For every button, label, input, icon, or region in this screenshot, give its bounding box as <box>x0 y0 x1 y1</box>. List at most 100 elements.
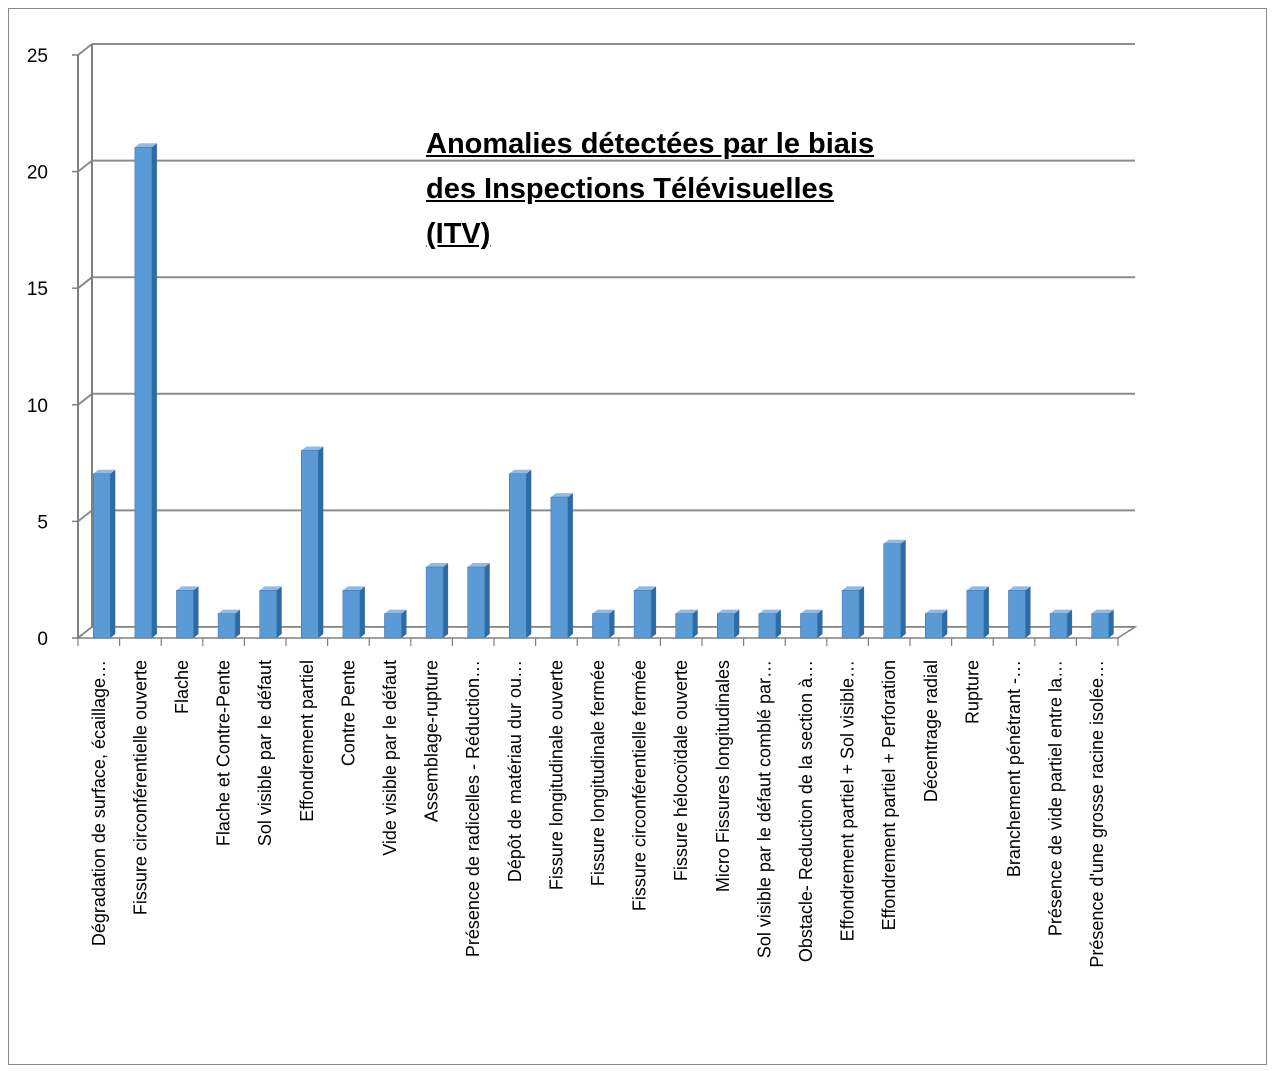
bar-top <box>1008 586 1031 591</box>
x-category-label: Assemblage-rupture <box>422 660 442 822</box>
bar-side <box>401 609 407 638</box>
x-category-label: Fissure circonférentielle ouverte <box>130 660 150 915</box>
x-category-label: Flache <box>172 660 192 714</box>
bar-top <box>342 586 365 591</box>
bar-1 <box>93 473 111 639</box>
x-category-label: Présence d'une grosse racine isolée… <box>1087 660 1107 968</box>
x-category-label: Dégradation de surface, écaillage… <box>89 660 109 946</box>
x-category-label: Effondrement partiel + Perforation <box>879 660 899 930</box>
y-tick-label: 25 <box>27 46 48 67</box>
gridline-diagonal-25 <box>77 43 93 56</box>
x-category-label: Effondrement partiel <box>297 660 317 822</box>
x-category-label: Rupture <box>962 660 982 724</box>
bar-side <box>651 586 657 638</box>
x-category-label: Obstacle- Reduction de la section à… <box>796 660 816 962</box>
bar-15 <box>675 613 694 639</box>
bar-side <box>359 586 365 638</box>
bar-3 <box>176 590 194 639</box>
bar-side <box>692 609 698 638</box>
bar-10 <box>467 566 486 639</box>
bar-18 <box>800 613 818 639</box>
gridline-diagonal-5 <box>77 509 93 523</box>
bar-22 <box>966 590 985 639</box>
bar-side <box>526 469 532 638</box>
x-category-label: Décentrage radial <box>921 660 941 802</box>
bar-side <box>318 446 324 638</box>
bar-8 <box>384 613 402 639</box>
bar-top <box>384 609 407 614</box>
x-category-label: Sol visible par le défaut <box>255 660 275 846</box>
bar-side <box>609 609 615 638</box>
bar-4 <box>217 613 236 639</box>
bar-top <box>592 609 615 614</box>
bar-14 <box>633 590 652 639</box>
bar-24 <box>1049 613 1068 639</box>
y-tick-label: 10 <box>27 396 48 417</box>
bar-23 <box>1008 590 1026 639</box>
gridline-diagonal-20 <box>77 159 93 173</box>
bar-top <box>550 493 573 498</box>
bar-5 <box>259 590 278 639</box>
bar-top <box>218 609 241 614</box>
x-category-label: Sol visible par le défaut comblé par… <box>754 660 774 958</box>
bar-side <box>983 586 989 638</box>
gridline-diagonal-10 <box>77 393 93 406</box>
bar-side <box>567 493 573 638</box>
bar-9 <box>425 566 444 639</box>
bar-20 <box>883 543 902 639</box>
bar-21 <box>924 613 943 639</box>
bars <box>93 143 1114 639</box>
bar-top <box>134 143 157 148</box>
bar-top <box>509 469 532 474</box>
bar-top <box>966 586 989 591</box>
bar-top <box>1091 609 1114 614</box>
bar-2 <box>134 146 153 639</box>
x-category-label: Branchement pénétrant -… <box>1004 660 1024 877</box>
bar-side <box>151 143 157 638</box>
bar-top <box>301 446 324 451</box>
bar-16 <box>716 613 735 639</box>
x-category-label: Contre Pente <box>338 660 358 766</box>
bar-25 <box>1091 613 1109 639</box>
x-category-label: Présence de radicelles - Réduction… <box>463 660 483 957</box>
y-tick-label: 20 <box>27 163 48 184</box>
x-category-label: Dépôt de matériau dur ou… <box>505 660 525 882</box>
gridline-diagonal-15 <box>77 276 93 289</box>
x-category-label: Fissure longitudinale ouverte <box>546 660 566 890</box>
bar-7 <box>342 590 361 639</box>
x-category-label: Fissure hélocoïdale ouverte <box>671 660 691 881</box>
bar-side <box>859 586 865 638</box>
bar-side <box>484 563 490 638</box>
bar-side <box>235 609 241 638</box>
bar-side <box>817 609 823 638</box>
bar-12 <box>550 496 569 639</box>
bar-top <box>467 563 490 568</box>
bar-top <box>925 609 948 614</box>
bar-19 <box>841 590 860 639</box>
bar-side <box>1025 586 1031 638</box>
chart-frame <box>8 8 1267 1065</box>
x-category-label: Flache et Contre-Pente <box>214 660 234 846</box>
bar-side <box>193 586 199 638</box>
bar-side <box>1067 609 1073 638</box>
bar-top <box>758 609 781 614</box>
bar-side <box>443 563 449 638</box>
bar-13 <box>592 613 610 639</box>
bar-top <box>883 539 906 544</box>
bar-side <box>900 539 906 638</box>
bar-side <box>276 586 282 638</box>
bar-top <box>717 609 740 614</box>
x-category-label: Effondrement partiel + Sol visible… <box>838 660 858 941</box>
bar-side <box>734 609 740 638</box>
chart-title: Anomalies détectées par le biais des Ins… <box>426 128 875 250</box>
bar-top <box>93 469 116 474</box>
bar-side <box>775 609 781 638</box>
bar-side <box>1108 609 1114 638</box>
bar-6 <box>300 450 319 639</box>
y-tick-label: 15 <box>27 279 48 300</box>
bar-top <box>1050 609 1073 614</box>
bar-top <box>176 586 199 591</box>
bar-11 <box>508 473 527 639</box>
bar-17 <box>758 613 777 639</box>
bar-top <box>634 586 657 591</box>
